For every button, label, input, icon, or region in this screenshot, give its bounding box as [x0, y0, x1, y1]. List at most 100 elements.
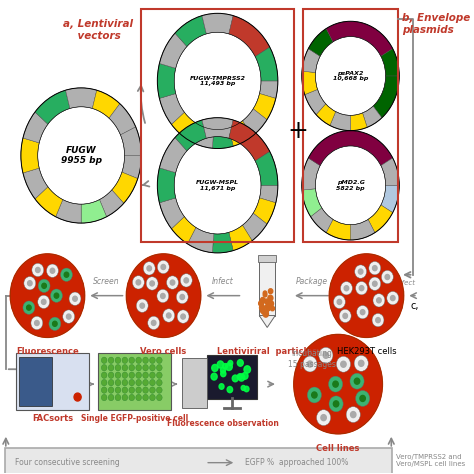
Circle shape [143, 262, 155, 275]
Circle shape [339, 309, 351, 323]
Text: a, Lentiviral
    vectors: a, Lentiviral vectors [64, 19, 133, 41]
Circle shape [38, 295, 50, 309]
Wedge shape [350, 219, 375, 240]
Circle shape [115, 394, 121, 401]
Wedge shape [310, 208, 333, 233]
Wedge shape [172, 217, 196, 244]
Circle shape [337, 356, 351, 372]
Circle shape [333, 295, 346, 309]
Circle shape [261, 310, 264, 313]
Text: b, Envelope
plasmids: b, Envelope plasmids [402, 13, 470, 35]
Circle shape [268, 289, 273, 293]
Text: FUGW-MSPL
11,671 bp: FUGW-MSPL 11,671 bp [196, 180, 239, 191]
Circle shape [61, 268, 73, 282]
Circle shape [356, 282, 367, 295]
Wedge shape [21, 138, 39, 173]
Wedge shape [253, 93, 276, 120]
Circle shape [238, 374, 245, 381]
Circle shape [358, 269, 363, 274]
Wedge shape [255, 47, 278, 81]
Text: FUGW
9955 bp: FUGW 9955 bp [61, 146, 102, 165]
Circle shape [294, 335, 383, 434]
Text: Co-transfect: Co-transfect [373, 280, 416, 286]
Circle shape [129, 372, 135, 378]
Wedge shape [302, 189, 322, 217]
Text: Lentiviriral  particles: Lentiviriral particles [217, 347, 317, 356]
Wedge shape [81, 200, 107, 223]
Text: Infect: Infect [212, 277, 234, 286]
Circle shape [264, 299, 269, 304]
Circle shape [329, 254, 404, 337]
Circle shape [129, 394, 135, 401]
Bar [258, 255, 276, 262]
Circle shape [108, 357, 114, 364]
Wedge shape [229, 121, 252, 146]
Circle shape [268, 301, 273, 307]
Circle shape [323, 352, 328, 358]
Wedge shape [23, 168, 48, 199]
Circle shape [150, 372, 155, 378]
Circle shape [382, 270, 393, 283]
Circle shape [237, 360, 243, 366]
Circle shape [108, 387, 114, 393]
Circle shape [315, 36, 386, 115]
Circle shape [122, 365, 128, 371]
Circle shape [108, 394, 114, 401]
Wedge shape [302, 49, 320, 73]
Circle shape [351, 411, 356, 418]
Circle shape [46, 264, 58, 277]
Circle shape [24, 276, 36, 290]
Wedge shape [255, 152, 278, 185]
Circle shape [137, 299, 148, 312]
Circle shape [23, 301, 35, 314]
Wedge shape [229, 225, 252, 251]
Circle shape [237, 374, 243, 380]
Wedge shape [308, 131, 393, 165]
Circle shape [115, 387, 121, 393]
Circle shape [136, 394, 141, 401]
Circle shape [150, 387, 155, 393]
FancyBboxPatch shape [207, 356, 257, 399]
Wedge shape [302, 158, 320, 190]
Circle shape [223, 364, 228, 369]
Text: Vero cells: Vero cells [140, 347, 187, 356]
Circle shape [143, 394, 148, 401]
Wedge shape [55, 200, 81, 223]
Circle shape [221, 371, 226, 377]
Wedge shape [202, 13, 233, 34]
Circle shape [307, 387, 321, 403]
Circle shape [129, 357, 135, 364]
Text: Package: Package [295, 277, 328, 286]
Circle shape [143, 372, 148, 378]
Circle shape [101, 365, 107, 371]
Wedge shape [157, 64, 176, 99]
Wedge shape [35, 187, 63, 217]
Circle shape [263, 291, 267, 295]
Circle shape [184, 278, 189, 283]
Circle shape [211, 373, 217, 380]
Bar [303, 9, 398, 242]
Circle shape [267, 307, 270, 310]
Wedge shape [381, 185, 399, 213]
Circle shape [150, 394, 155, 401]
Wedge shape [212, 128, 233, 148]
Wedge shape [229, 120, 270, 161]
Circle shape [337, 300, 342, 304]
Circle shape [129, 365, 135, 371]
Circle shape [356, 391, 370, 406]
Wedge shape [212, 232, 233, 253]
Circle shape [369, 262, 381, 275]
Circle shape [38, 107, 125, 204]
Circle shape [181, 314, 185, 319]
Wedge shape [120, 127, 141, 155]
Circle shape [101, 372, 107, 378]
FancyBboxPatch shape [19, 357, 52, 406]
Circle shape [360, 395, 365, 401]
Circle shape [265, 304, 270, 309]
Circle shape [359, 286, 364, 291]
Circle shape [150, 365, 155, 371]
Circle shape [315, 146, 386, 225]
Circle shape [341, 361, 346, 367]
Circle shape [385, 274, 390, 280]
Circle shape [343, 313, 347, 319]
